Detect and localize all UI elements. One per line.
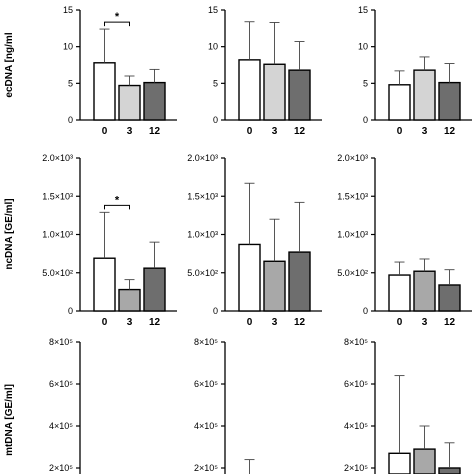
- panel-5-category-label: 3: [272, 317, 278, 328]
- panel-7-y-tick-label: 4×10⁵: [49, 421, 73, 431]
- panel-2-y-tick-label: 10: [208, 42, 218, 52]
- panel-5-category-label: 12: [294, 317, 306, 328]
- panel-1-significance-bracket: [104, 21, 130, 27]
- panel-4-y-tick-label: 0: [68, 306, 73, 316]
- panel-2-bar-12: [288, 69, 311, 121]
- panel-6-y-tick-label: 0: [363, 306, 368, 316]
- panel-5-category-label: 0: [247, 317, 253, 328]
- panel-1-bar-0: [93, 62, 116, 121]
- panel-6-bar-3: [413, 270, 436, 312]
- panel-5-y-tick-label: 2.0×10³: [187, 153, 218, 163]
- panel-4-significance-bracket: [104, 204, 130, 210]
- panel-2-y-tick-label: 5: [213, 78, 218, 88]
- panel-6-y-tick-label: 5.0×10²: [337, 268, 368, 278]
- panel-1-bar-12: [143, 81, 166, 121]
- panel-1-y-axis-label: ecDNA [ng/ml: [4, 32, 15, 97]
- panel-1-bar-3: [118, 84, 141, 121]
- panel-6-bar-0: [388, 274, 411, 312]
- panel-1-y-tick-label: 5: [68, 78, 73, 88]
- panel-4-category-label: 12: [149, 317, 161, 328]
- panel-6-category-label: 3: [422, 317, 428, 328]
- panel-8-y-tick-label: 4×10⁵: [194, 421, 218, 431]
- panel-9-y-tick-label: 2×10⁵: [344, 463, 368, 473]
- panel-6-category-label: 12: [444, 317, 456, 328]
- panel-1-y-tick-label: 10: [63, 42, 73, 52]
- panel-3-category-label: 0: [397, 126, 403, 137]
- panel-7-y-axis-label: mtDNA [GE/ml]: [4, 384, 15, 456]
- panel-4-significance-label: *: [115, 194, 120, 206]
- panel-2-category-label: 12: [294, 126, 306, 137]
- panel-6-bar-12: [438, 284, 461, 312]
- panel-2-category-label: 0: [247, 126, 253, 137]
- panel-4-y-tick-label: 2.0×10³: [42, 153, 73, 163]
- panel-7-y-tick-label: 8×10⁵: [49, 337, 73, 347]
- panel-2-y-tick-label: 0: [213, 115, 218, 125]
- panel-4-y-tick-label: 5.0×10²: [42, 268, 73, 278]
- panel-9-y-tick-label: 4×10⁵: [344, 421, 368, 431]
- panel-9-bar-0: [388, 452, 411, 474]
- panel-8-y-tick-label: 8×10⁵: [194, 337, 218, 347]
- panel-2-bar-0: [238, 59, 261, 121]
- panel-6-category-label: 0: [397, 317, 403, 328]
- panel-4-y-axis-label: ncDNA [GE/ml]: [4, 198, 15, 269]
- panel-1-category-label: 0: [102, 126, 108, 137]
- panel-7-y-tick-label: 2×10⁵: [49, 463, 73, 473]
- panel-4-y-tick-label: 1.0×10³: [42, 230, 73, 240]
- panel-3-y-tick-label: 5: [363, 78, 368, 88]
- panel-1-significance-label: *: [115, 11, 120, 23]
- panel-5-bar-0: [238, 243, 261, 312]
- panel-4-bar-3: [118, 288, 141, 312]
- panel-3-bar-3: [413, 69, 436, 121]
- panel-9-bar-3: [413, 448, 436, 474]
- panel-2-bar-3: [263, 63, 286, 121]
- panel-6-y-tick-label: 1.5×10³: [337, 191, 368, 201]
- panel-4-bar-12: [143, 267, 166, 312]
- panel-4-category-label: 3: [127, 317, 133, 328]
- panel-3-y-tick-label: 0: [363, 115, 368, 125]
- panel-3-bar-12: [438, 81, 461, 121]
- panel-3-bar-0: [388, 84, 411, 121]
- panel-4-bar-0: [93, 257, 116, 312]
- panel-3-category-label: 12: [444, 126, 456, 137]
- panel-9-bar-12: [438, 467, 461, 474]
- panel-2-category-label: 3: [272, 126, 278, 137]
- panel-5-y-tick-label: 1.0×10³: [187, 230, 218, 240]
- panel-5-y-tick-label: 0: [213, 306, 218, 316]
- panel-2-y-tick-label: 15: [208, 5, 218, 15]
- panel-8-y-tick-label: 2×10⁵: [194, 463, 218, 473]
- panel-3-y-tick-label: 10: [358, 42, 368, 52]
- panel-6-y-tick-label: 1.0×10³: [337, 230, 368, 240]
- panel-1-category-label: 12: [149, 126, 161, 137]
- panel-8-y-tick-label: 6×10⁵: [194, 379, 218, 389]
- panel-6-y-tick-label: 2.0×10³: [337, 153, 368, 163]
- panel-4-y-tick-label: 1.5×10³: [42, 191, 73, 201]
- panel-5-bar-12: [288, 251, 311, 312]
- panel-1-y-tick-label: 15: [63, 5, 73, 15]
- panel-1-category-label: 3: [127, 126, 133, 137]
- panel-5-y-tick-label: 5.0×10²: [187, 268, 218, 278]
- panel-9-y-tick-label: 8×10⁵: [344, 337, 368, 347]
- panel-3-y-tick-label: 15: [358, 5, 368, 15]
- panel-5-y-tick-label: 1.5×10³: [187, 191, 218, 201]
- panel-4-category-label: 0: [102, 317, 108, 328]
- panel-3-category-label: 3: [422, 126, 428, 137]
- panel-9-y-tick-label: 6×10⁵: [344, 379, 368, 389]
- panel-1-y-tick-label: 0: [68, 115, 73, 125]
- panel-5-bar-3: [263, 260, 286, 312]
- panel-7-y-tick-label: 6×10⁵: [49, 379, 73, 389]
